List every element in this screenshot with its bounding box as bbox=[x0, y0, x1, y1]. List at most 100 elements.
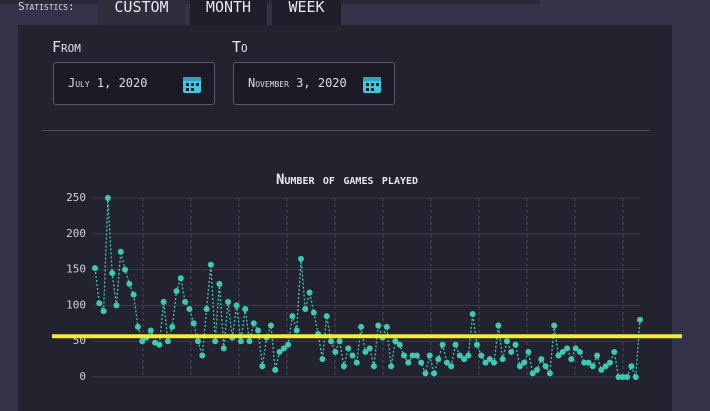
data-point bbox=[469, 310, 476, 317]
data-point bbox=[302, 305, 309, 312]
data-point bbox=[576, 348, 583, 355]
data-point bbox=[276, 348, 283, 355]
data-point bbox=[568, 356, 575, 363]
data-point bbox=[422, 370, 429, 377]
data-point bbox=[439, 341, 446, 348]
data-point bbox=[190, 320, 197, 327]
data-point bbox=[392, 338, 399, 345]
data-point bbox=[113, 302, 120, 309]
data-point bbox=[431, 370, 438, 377]
from-label: From bbox=[52, 38, 81, 56]
data-point bbox=[418, 359, 425, 366]
data-point bbox=[572, 345, 579, 352]
data-point bbox=[173, 288, 180, 295]
data-point bbox=[473, 341, 480, 348]
data-point bbox=[370, 363, 377, 370]
data-point bbox=[624, 374, 631, 380]
data-point bbox=[207, 261, 214, 268]
y-tick-label: 200 bbox=[66, 227, 86, 240]
data-point bbox=[216, 280, 223, 287]
data-point bbox=[160, 298, 167, 305]
data-point bbox=[332, 348, 339, 355]
data-point bbox=[503, 338, 510, 345]
data-point bbox=[147, 327, 154, 334]
y-tick-label: 250 bbox=[66, 191, 86, 204]
y-tick-label: 150 bbox=[66, 263, 86, 276]
tab[interactable]: MONTH bbox=[190, 0, 267, 25]
data-point bbox=[156, 341, 163, 348]
data-point bbox=[310, 309, 317, 316]
data-point bbox=[246, 338, 253, 345]
data-point bbox=[220, 345, 227, 352]
data-point bbox=[581, 359, 588, 366]
calendar-icon[interactable] bbox=[362, 74, 382, 94]
data-point bbox=[409, 352, 416, 359]
data-point bbox=[199, 352, 206, 359]
data-point bbox=[117, 248, 124, 255]
data-point bbox=[169, 323, 176, 330]
data-point bbox=[486, 356, 493, 363]
data-point bbox=[285, 341, 292, 348]
data-point bbox=[546, 370, 553, 377]
data-point bbox=[366, 345, 373, 352]
data-point bbox=[491, 359, 498, 366]
data-point bbox=[100, 308, 107, 315]
data-point bbox=[92, 265, 98, 272]
data-point bbox=[564, 345, 571, 352]
to-label: To bbox=[232, 38, 248, 56]
data-point bbox=[267, 322, 274, 329]
data-point bbox=[186, 305, 193, 312]
data-point bbox=[400, 352, 407, 359]
data-point bbox=[598, 366, 605, 373]
data-point bbox=[388, 363, 395, 370]
data-point bbox=[306, 289, 313, 296]
statistics-label: Statistics: bbox=[18, 0, 75, 13]
data-point bbox=[499, 356, 506, 363]
data-point bbox=[594, 352, 601, 359]
data-point bbox=[413, 352, 420, 359]
data-point bbox=[328, 338, 335, 345]
data-point bbox=[319, 356, 326, 363]
to-value: November 3, 2020 bbox=[248, 76, 347, 90]
to-input[interactable]: November 3, 2020 bbox=[233, 62, 395, 105]
data-point bbox=[272, 366, 279, 373]
data-point bbox=[637, 316, 643, 323]
data-point bbox=[551, 322, 558, 329]
data-point bbox=[280, 345, 287, 352]
data-point bbox=[555, 352, 562, 359]
data-point bbox=[589, 363, 596, 370]
data-point bbox=[340, 363, 347, 370]
data-point bbox=[465, 352, 472, 359]
data-point bbox=[203, 305, 210, 312]
y-tick-label: 0 bbox=[79, 370, 86, 383]
data-point bbox=[478, 352, 485, 359]
tab[interactable]: WEEK bbox=[272, 0, 341, 25]
data-point bbox=[461, 356, 468, 363]
from-input[interactable]: July 1, 2020 bbox=[53, 62, 215, 105]
data-point bbox=[96, 300, 103, 307]
data-point bbox=[164, 338, 171, 345]
data-point bbox=[542, 363, 549, 370]
data-point bbox=[585, 359, 592, 366]
chart-title: Number of games played bbox=[276, 172, 418, 188]
data-point bbox=[358, 323, 365, 330]
data-point bbox=[632, 374, 639, 380]
from-value: July 1, 2020 bbox=[68, 76, 148, 90]
data-point bbox=[122, 266, 129, 273]
data-point bbox=[293, 327, 300, 334]
data-point bbox=[628, 363, 635, 370]
tab[interactable]: CUSTOM bbox=[98, 0, 185, 25]
data-point bbox=[383, 323, 390, 330]
data-point bbox=[443, 359, 450, 366]
data-point bbox=[559, 348, 566, 355]
data-point bbox=[602, 363, 609, 370]
data-point bbox=[495, 322, 502, 329]
data-point bbox=[538, 356, 545, 363]
data-point bbox=[182, 298, 189, 305]
data-point bbox=[212, 338, 219, 345]
calendar-icon[interactable] bbox=[182, 74, 202, 94]
data-point bbox=[508, 348, 515, 355]
data-point bbox=[233, 302, 240, 309]
